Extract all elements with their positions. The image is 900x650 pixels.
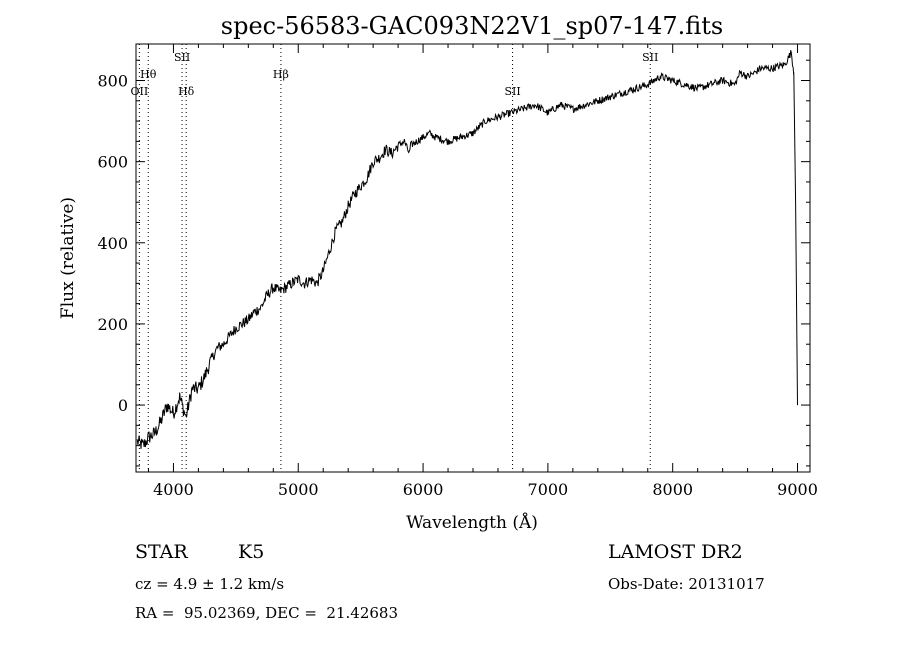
y-tick-label: 400: [97, 234, 128, 253]
chart-title: spec-56583-GAC093N22V1_sp07-147.fits: [221, 12, 723, 40]
survey-name: LAMOST DR2: [608, 541, 743, 563]
observation-date: Obs-Date: 20131017: [608, 575, 765, 593]
y-tick-label: 600: [97, 153, 128, 172]
x-tick-label: 8000: [652, 480, 693, 499]
x-tick-label: 4000: [153, 480, 194, 499]
spectral-line-label: SII: [504, 85, 520, 98]
y-tick-label: 0: [118, 396, 128, 415]
object-subclass: K5: [238, 541, 265, 563]
spectral-line-label: SII: [642, 51, 658, 64]
object-class: STAR: [135, 541, 188, 563]
y-tick-label: 800: [97, 72, 128, 91]
spectral-line-label: Hθ: [140, 68, 157, 81]
coordinates-readout: RA = 95.02369, DEC = 21.42683: [135, 604, 399, 622]
x-axis-label: Wavelength (Å): [406, 512, 538, 533]
x-tick-label: 6000: [403, 480, 444, 499]
spectral-line-label: SII: [174, 51, 190, 64]
redshift-readout: cz = 4.9 ± 1.2 km/s: [135, 575, 285, 593]
spectral-line-label: OII: [131, 85, 149, 98]
spectrum-line: [136, 50, 798, 449]
y-tick-label: 200: [97, 315, 128, 334]
y-axis-label: Flux (relative): [58, 197, 78, 319]
spectral-line-label: Hβ: [273, 68, 289, 81]
y-axis-ticks: 0 200 400 600 800: [97, 59, 810, 467]
spectral-line-labels: OII Hθ SII Hδ Hβ SII SII: [131, 51, 659, 98]
x-tick-label: 5000: [278, 480, 319, 499]
plot-frame: [135, 43, 811, 473]
x-axis-ticks: 4000 5000 6000 7000 8000 9000: [147, 44, 818, 499]
spectral-line-markers: [138, 44, 651, 472]
x-tick-label: 9000: [777, 480, 818, 499]
spectral-line-label: Hδ: [178, 85, 195, 98]
x-tick-label: 7000: [528, 480, 569, 499]
